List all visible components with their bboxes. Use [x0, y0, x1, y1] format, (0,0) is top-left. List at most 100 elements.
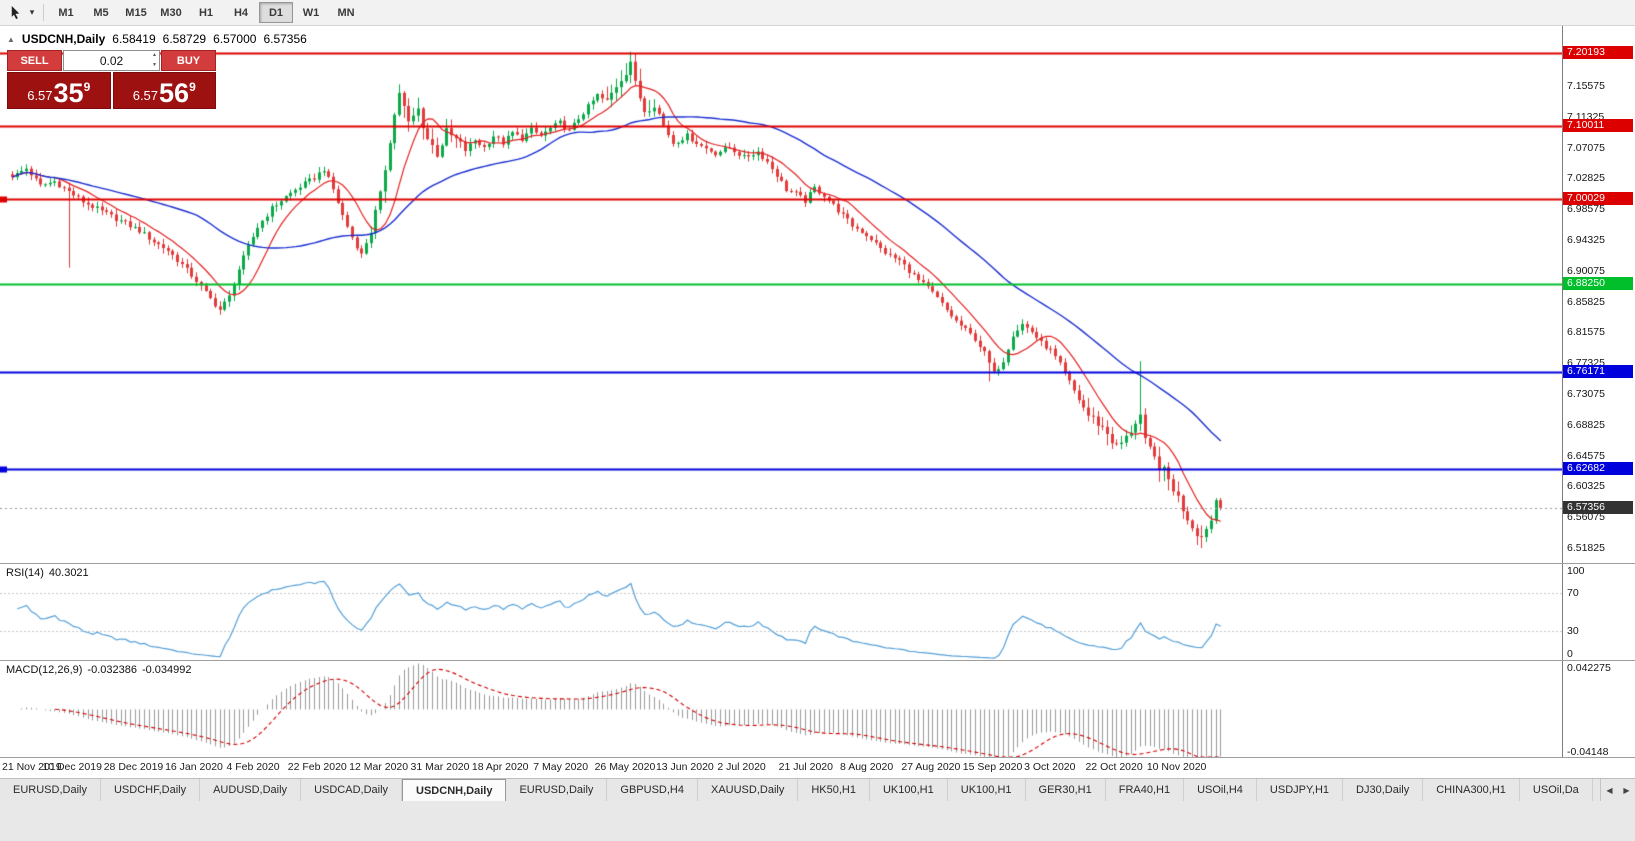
chevron-down-icon: ▾: [29, 7, 35, 17]
tabs-scroll-left-button[interactable]: ◀: [1606, 785, 1613, 795]
toolbar-separator: [43, 4, 44, 21]
date-label: 15 Sep 2020: [962, 761, 1023, 773]
axis-label: 7.02825: [1567, 172, 1605, 185]
date-label: 8 Aug 2020: [840, 761, 894, 773]
timeframe-button-h4[interactable]: H4: [233, 6, 249, 19]
volume-input[interactable]: 0.02 ▲ ▼: [63, 50, 160, 71]
date-label: 18 Apr 2020: [471, 761, 529, 773]
axis-label: 6.94325: [1567, 233, 1605, 246]
chart-tab-1-usdchfdaily[interactable]: USDCHF,Daily: [100, 779, 201, 801]
status-strip: [0, 801, 1635, 841]
spinner-up-icon[interactable]: ▲: [152, 52, 157, 58]
volume-stepper[interactable]: ▲ ▼: [152, 52, 157, 69]
timeframe-button-m30[interactable]: M30: [160, 6, 182, 19]
sell-price-display[interactable]: 6.57 35 9: [7, 72, 111, 109]
chart-tab-10-uk100h1[interactable]: UK100,H1: [947, 779, 1026, 801]
one-click-collapse-icon[interactable]: ▲: [7, 34, 15, 44]
timeframe-button-w1[interactable]: W1: [302, 6, 320, 19]
date-label: 22 Feb 2020: [287, 761, 347, 773]
pane-separator[interactable]: [0, 757, 1635, 758]
cursor-tool-button[interactable]: [4, 3, 26, 23]
date-label: 12 Mar 2020: [349, 761, 409, 773]
ohlc-close: 6.57356: [263, 32, 307, 46]
axis-label: 0.042275: [1567, 662, 1611, 674]
volume-value: 0.02: [99, 53, 124, 68]
date-label: 13 Jun 2020: [655, 761, 714, 773]
date-label: 16 Jan 2020: [165, 761, 223, 773]
price-tag: 7.00029: [1563, 191, 1633, 205]
macd-main-value: -0.032386: [87, 664, 137, 676]
axis-label: 0: [1567, 648, 1573, 660]
chart-symbol-title: USDCNH,Daily: [21, 32, 106, 46]
axis-label: 6.64575: [1567, 449, 1605, 462]
timeframe-button-m15[interactable]: M15: [125, 6, 147, 19]
chart-tab-9-uk100h1[interactable]: UK100,H1: [869, 779, 948, 801]
date-label: 10 Dec 2019: [42, 761, 102, 773]
chart-tab-5-eurusddaily[interactable]: EURUSD,Daily: [506, 779, 608, 801]
pane-separator[interactable]: [0, 660, 1635, 661]
timeframe-button-m1[interactable]: M1: [58, 6, 74, 19]
toolbar: ▾ M1 M5 M15 M30 H1 H4 D1 W1 MN: [0, 0, 1635, 26]
chart-tab-15-dj30daily[interactable]: DJ30,Daily: [1343, 779, 1424, 801]
tabs-scroll-right-button[interactable]: ▶: [1623, 785, 1630, 795]
date-label: 10 Nov 2020: [1146, 761, 1207, 773]
axis-label: 6.51825: [1567, 541, 1605, 554]
buy-price-pips: 56: [159, 78, 190, 109]
axis-label: 70: [1567, 587, 1579, 599]
sell-price-sup: 9: [83, 80, 91, 94]
chart-tab-17-usoilda[interactable]: USOil,Da: [1519, 779, 1593, 801]
date-label: 22 Oct 2020: [1085, 761, 1143, 773]
axis-label: 100: [1567, 565, 1585, 577]
rsi-label: RSI(14) 40.3021: [6, 567, 89, 579]
chart-tab-12-fra40h1[interactable]: FRA40,H1: [1105, 779, 1185, 801]
macd-signal-value: -0.034992: [141, 664, 192, 676]
timeframe-group: M1 M5 M15 M30 H1 H4 D1 W1 MN: [49, 2, 363, 23]
cursor-tool-dropdown[interactable]: ▾: [26, 3, 38, 23]
buy-button[interactable]: BUY: [161, 50, 216, 71]
chart-tab-16-china300h1[interactable]: CHINA300,H1: [1423, 779, 1520, 801]
buy-price-display[interactable]: 6.57 56 9: [112, 72, 216, 109]
chart-area[interactable]: 7.15575 7.11325 7.07075 7.02825 6.98575 6.943…: [0, 26, 1635, 778]
pane-separator[interactable]: [0, 563, 1635, 564]
time-axis[interactable]: 21 Nov 2019 10 Dec 2019 28 Dec 2019 16 Jan …: [0, 758, 1562, 778]
chart-tab-13-usoilh4[interactable]: USOil,H4: [1184, 779, 1257, 801]
chart-tab-7-xauusddaily[interactable]: XAUUSD,Daily: [697, 779, 799, 801]
sell-price-pips: 35: [53, 78, 84, 109]
price-axis[interactable]: 7.15575 7.11325 7.07075 7.02825 6.98575 6.943…: [1562, 26, 1635, 758]
chart-tab-8-hk50h1[interactable]: HK50,H1: [798, 779, 870, 801]
buy-price-big: 6.57: [132, 88, 159, 103]
timeframe-button-mn[interactable]: MN: [337, 6, 355, 19]
price-tag: 6.62682: [1563, 462, 1633, 476]
timeframe-button-d1[interactable]: D1: [259, 2, 293, 23]
ohlc-high: 6.58729: [162, 32, 207, 46]
rsi-pane-canvas[interactable]: [0, 564, 1562, 660]
macd-pane-canvas[interactable]: [0, 661, 1562, 757]
date-label: 28 Dec 2019: [103, 761, 164, 773]
axis-label: 6.73075: [1567, 387, 1605, 400]
timeframe-button-m5[interactable]: M5: [93, 6, 109, 19]
price-tag: 7.10011: [1563, 119, 1633, 133]
price-tag: 6.88250: [1563, 276, 1633, 290]
date-label: 3 Oct 2020: [1024, 761, 1076, 773]
chart-tab-3-usdcaddaily[interactable]: USDCAD,Daily: [301, 779, 403, 801]
chart-tab-14-usdjpyh1[interactable]: USDJPY,H1: [1256, 779, 1344, 801]
chart-tab-11-ger30h1[interactable]: GER30,H1: [1025, 779, 1106, 801]
tab-scroll-buttons: ◀ ▶: [1600, 779, 1635, 801]
sell-button[interactable]: SELL: [7, 50, 62, 71]
date-label: 21 Jul 2020: [778, 761, 833, 773]
spinner-down-icon[interactable]: ▼: [152, 62, 157, 68]
date-label: 7 May 2020: [533, 761, 589, 773]
chart-tab-0-eurusddaily[interactable]: EURUSD,Daily: [0, 779, 101, 801]
axis-label: 6.90075: [1567, 264, 1605, 277]
timeframe-button-h1[interactable]: H1: [198, 6, 214, 19]
price-chart-canvas[interactable]: [0, 26, 1562, 563]
price-tag: 6.76171: [1563, 364, 1633, 378]
chart-tab-bar: EURUSD,Daily USDCHF,Daily AUDUSD,Daily USDC…: [0, 778, 1635, 801]
macd-label: MACD(12,26,9) -0.032386 -0.034992: [6, 664, 192, 676]
chart-tab-2-audusddaily[interactable]: AUDUSD,Daily: [200, 779, 302, 801]
chart-tab-6-gbpusdh4[interactable]: GBPUSD,H4: [607, 779, 698, 801]
sell-price-big: 6.57: [27, 88, 53, 103]
chart-tab-4-usdcnhdaily[interactable]: USDCNH,Daily: [402, 779, 507, 801]
rsi-value: 40.3021: [48, 567, 89, 579]
